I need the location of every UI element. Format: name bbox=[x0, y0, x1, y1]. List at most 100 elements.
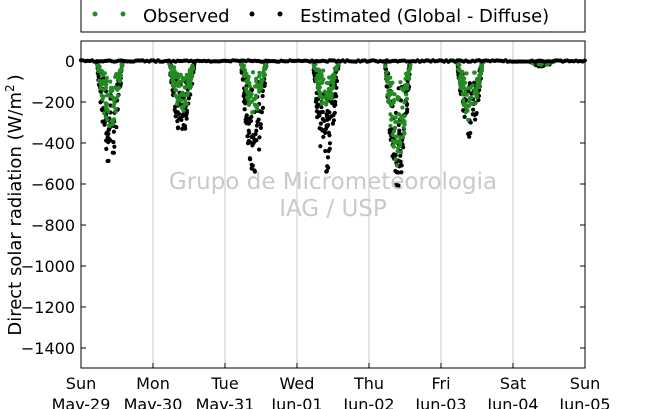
data-point bbox=[322, 89, 327, 94]
data-point bbox=[320, 99, 325, 105]
data-point bbox=[391, 100, 396, 105]
data-point bbox=[104, 78, 109, 84]
data-point bbox=[330, 73, 335, 78]
x-tick-label-date: Iun-05 bbox=[559, 395, 610, 409]
y-tick-label: −600 bbox=[31, 175, 75, 194]
data-point bbox=[167, 64, 173, 69]
data-point bbox=[398, 80, 403, 85]
data-point bbox=[462, 114, 467, 120]
data-point bbox=[181, 108, 186, 113]
data-point bbox=[398, 150, 404, 155]
data-point bbox=[245, 134, 250, 139]
data-point bbox=[331, 118, 336, 123]
data-point bbox=[469, 95, 474, 100]
data-point bbox=[114, 87, 120, 92]
data-point bbox=[174, 74, 179, 80]
data-point bbox=[331, 78, 336, 83]
x-tick-label-day: Sat bbox=[500, 374, 526, 393]
data-point bbox=[172, 107, 177, 112]
x-tick-label-date: Iun-01 bbox=[271, 395, 322, 409]
y-axis-label: Direct solar radiation (W/m2) bbox=[3, 74, 26, 335]
data-point bbox=[248, 94, 253, 99]
x-axis-ticks: Sun Mav-29 Mon Mav-30 Tue Mav-31 Wed Iun-01 Thu I… bbox=[52, 363, 611, 409]
data-point bbox=[190, 63, 195, 68]
data-point bbox=[321, 68, 326, 73]
data-point bbox=[249, 99, 254, 104]
data-point bbox=[402, 113, 407, 119]
data-point bbox=[394, 134, 399, 139]
data-point bbox=[258, 122, 263, 127]
data-point bbox=[394, 163, 400, 168]
data-point bbox=[472, 112, 477, 117]
data-point bbox=[395, 145, 401, 151]
y-axis-ticks: 0 −200 −400 −600 −800 −1000 −1200 −1400 bbox=[21, 52, 585, 358]
data-point bbox=[253, 93, 259, 98]
data-point bbox=[95, 63, 100, 69]
data-point bbox=[262, 73, 267, 78]
data-point bbox=[478, 71, 484, 76]
data-point bbox=[113, 74, 118, 80]
data-point bbox=[395, 119, 401, 124]
data-point bbox=[404, 92, 409, 97]
data-point bbox=[318, 81, 323, 86]
x-tick-label-date: Mav-29 bbox=[52, 395, 111, 409]
data-point bbox=[174, 101, 180, 106]
data-point bbox=[177, 116, 182, 121]
data-point bbox=[104, 82, 109, 87]
data-point bbox=[383, 64, 388, 69]
data-point bbox=[315, 67, 320, 72]
data-point bbox=[388, 123, 393, 128]
data-point bbox=[408, 62, 413, 67]
data-point bbox=[394, 170, 400, 175]
data-point bbox=[327, 75, 332, 80]
data-point bbox=[384, 70, 389, 75]
data-point bbox=[536, 62, 541, 67]
data-point bbox=[249, 166, 254, 171]
data-point bbox=[467, 99, 472, 104]
data-point bbox=[317, 91, 323, 97]
data-point bbox=[190, 73, 195, 78]
data-point bbox=[249, 162, 254, 167]
data-point bbox=[397, 131, 402, 136]
data-point bbox=[472, 70, 477, 75]
data-point bbox=[399, 170, 404, 175]
data-point bbox=[104, 75, 109, 80]
data-point bbox=[466, 117, 471, 123]
data-point bbox=[326, 92, 331, 97]
data-point bbox=[390, 132, 395, 137]
x-tick-label-day: Thu bbox=[353, 374, 384, 393]
data-point bbox=[312, 63, 317, 68]
data-point bbox=[115, 93, 121, 99]
data-point bbox=[404, 102, 409, 108]
data-point bbox=[249, 134, 254, 140]
data-point bbox=[254, 128, 259, 133]
data-point bbox=[254, 138, 259, 143]
data-point bbox=[112, 144, 117, 149]
y-tick-label: −1400 bbox=[21, 339, 75, 358]
data-point bbox=[109, 94, 114, 99]
data-point bbox=[327, 133, 332, 138]
data-point bbox=[389, 91, 394, 96]
data-point bbox=[257, 74, 262, 79]
data-point bbox=[385, 79, 390, 84]
data-point bbox=[390, 80, 395, 85]
legend-box bbox=[80, 0, 586, 33]
data-point bbox=[479, 63, 484, 68]
data-point bbox=[244, 88, 249, 93]
data-point bbox=[188, 82, 193, 87]
data-point bbox=[325, 108, 330, 114]
data-point bbox=[178, 98, 184, 103]
legend-marker-observed bbox=[92, 11, 98, 17]
data-point bbox=[246, 138, 251, 144]
data-point bbox=[111, 98, 117, 103]
data-point bbox=[397, 128, 402, 133]
data-point bbox=[111, 117, 117, 122]
data-point bbox=[247, 84, 253, 89]
data-point bbox=[102, 111, 107, 116]
data-point bbox=[177, 83, 182, 88]
data-point bbox=[181, 123, 186, 128]
data-point bbox=[260, 77, 265, 82]
data-point bbox=[404, 96, 410, 102]
data-point bbox=[117, 79, 122, 84]
x-tick-label-day: Wed bbox=[280, 374, 315, 393]
